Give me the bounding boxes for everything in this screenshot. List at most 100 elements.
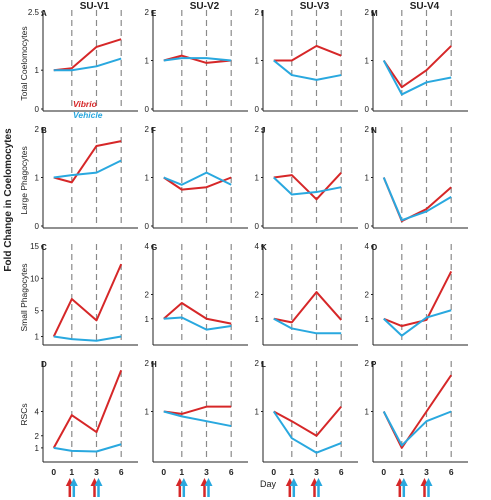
injection-arrow-vehicle xyxy=(424,478,433,497)
series-line-vibrio xyxy=(52,369,123,449)
y-tick-label: 1 xyxy=(365,315,370,324)
series-line-vibrio xyxy=(382,374,453,449)
series-line-vehicle xyxy=(53,159,122,179)
y-tick-label: 0 xyxy=(255,105,260,114)
panel-letter: C xyxy=(41,243,47,252)
legend: Vibrio Vehicle xyxy=(73,99,103,120)
panel-m: M 0 1 2 xyxy=(365,8,468,114)
panel-h: H 1 2 xyxy=(145,359,248,463)
column-title-su-v2: SU-V2 xyxy=(190,1,220,12)
arrow-head xyxy=(289,478,298,486)
panel-a: A 0 1 2.5 xyxy=(28,8,138,114)
panel-letter: P xyxy=(371,360,377,369)
panel-letter: M xyxy=(371,9,378,18)
series-line-vibrio xyxy=(53,38,122,72)
y-tick-label: 5 xyxy=(35,307,40,316)
injection-arrows xyxy=(65,478,433,497)
series-line-vibrio xyxy=(382,45,452,89)
series-line-vehicle xyxy=(273,59,342,81)
injection-arrow-vehicle xyxy=(94,478,103,497)
panel-e: E 0 1 2 xyxy=(145,8,248,114)
panel-g: G 1 2 4 xyxy=(145,242,248,346)
x-tick-label: 6 xyxy=(449,467,454,477)
x-tick-label: 3 xyxy=(204,467,209,477)
y-tick-label: 0 xyxy=(145,222,150,231)
panel-letter: N xyxy=(371,126,377,135)
panel-n: N 0 1 2 xyxy=(365,125,468,231)
injection-arrow-vehicle xyxy=(204,478,213,497)
y-tick-label: 2 xyxy=(35,432,40,441)
x-tick-label: 0 xyxy=(161,467,166,477)
y-tick-label: 10 xyxy=(30,274,39,283)
y-tick-label: 2 xyxy=(145,291,150,300)
x-tick-label: 1 xyxy=(179,467,184,477)
x-tick-label: 6 xyxy=(339,467,344,477)
y-tick-label: 2 xyxy=(145,125,150,134)
arrow-head xyxy=(424,478,433,486)
y-tick-label: 4 xyxy=(145,242,150,251)
arrow-head xyxy=(94,478,103,486)
y-tick-label: 1 xyxy=(145,174,150,183)
y-tick-label: 0 xyxy=(35,105,40,114)
row-label-total-coelomocytes: Total Coelomocytes xyxy=(19,26,29,100)
series-line-vibrio xyxy=(383,271,453,328)
y-tick-label: 2 xyxy=(365,359,370,368)
y-tick-label: 4 xyxy=(255,242,260,251)
panel-letter: A xyxy=(41,9,47,18)
series-line-vibrio xyxy=(53,140,122,184)
y-tick-label: 2 xyxy=(145,8,150,17)
x-tick-label: 3 xyxy=(424,467,429,477)
y-tick-label: 4 xyxy=(365,242,370,251)
y-tick-label: 0 xyxy=(35,222,40,231)
series-line-vehicle xyxy=(53,335,122,342)
y-tick-label: 0 xyxy=(255,222,260,231)
arrow-head xyxy=(179,478,188,486)
y-tick-label: 1 xyxy=(255,57,260,66)
y-tick-label: 2 xyxy=(255,125,260,134)
x-tick-label: 6 xyxy=(119,467,124,477)
y-tick-label: 2 xyxy=(145,359,150,368)
series-line-vehicle xyxy=(163,410,232,428)
y-tick-label: 2 xyxy=(365,125,370,134)
x-tick-label: 3 xyxy=(314,467,319,477)
row-label-large-phagocytes: Large Phagocytes xyxy=(19,146,29,215)
series-line-vibrio xyxy=(163,405,232,415)
series-line-vibrio xyxy=(273,291,342,324)
y-tick-label: 1 xyxy=(145,57,150,66)
y-tick-label: 1 xyxy=(365,57,370,66)
y-tick-label: 1 xyxy=(145,408,150,417)
x-tick-label: 0 xyxy=(271,467,276,477)
injection-arrow-vehicle xyxy=(69,478,78,497)
day-axis-title: Day xyxy=(260,479,277,489)
panel-i: I 0 1 2 xyxy=(255,8,358,114)
panel-j: J012 xyxy=(255,125,358,231)
panel-d: D 1 2 4 xyxy=(35,360,138,463)
x-tick-label: 0 xyxy=(51,467,56,477)
row-label-rscs: RSCs xyxy=(19,403,29,425)
series-line-vibrio xyxy=(163,54,232,64)
y-tick-label: 1 xyxy=(255,408,260,417)
y-tick-label: 2 xyxy=(35,125,40,134)
column-title-su-v4: SU-V4 xyxy=(410,1,440,12)
series-line-vehicle xyxy=(382,60,452,96)
series-line-vibrio xyxy=(52,263,123,337)
y-tick-label: 1 xyxy=(365,408,370,417)
panel-k: K 1 2 4 xyxy=(255,242,358,346)
y-tick-label: 1 xyxy=(35,174,40,183)
y-tick-label: 1 xyxy=(35,333,40,342)
injection-arrow-vehicle xyxy=(399,478,408,497)
series-line-vehicle xyxy=(272,410,342,454)
arrow-head xyxy=(204,478,213,486)
y-tick-label: 1 xyxy=(365,174,370,183)
x-tick-label: 0 xyxy=(381,467,386,477)
y-tick-label: 1 xyxy=(35,66,40,75)
y-tick-label: 0 xyxy=(365,105,370,114)
legend-vibrio: Vibrio xyxy=(73,99,97,109)
x-tick-label: 6 xyxy=(229,467,234,477)
panel-f: F012 xyxy=(145,125,248,231)
y-tick-label: 1 xyxy=(255,315,260,324)
series-line-vibrio xyxy=(273,44,342,62)
y-tick-label: 2 xyxy=(255,8,260,17)
y-tick-label: 4 xyxy=(35,408,40,417)
